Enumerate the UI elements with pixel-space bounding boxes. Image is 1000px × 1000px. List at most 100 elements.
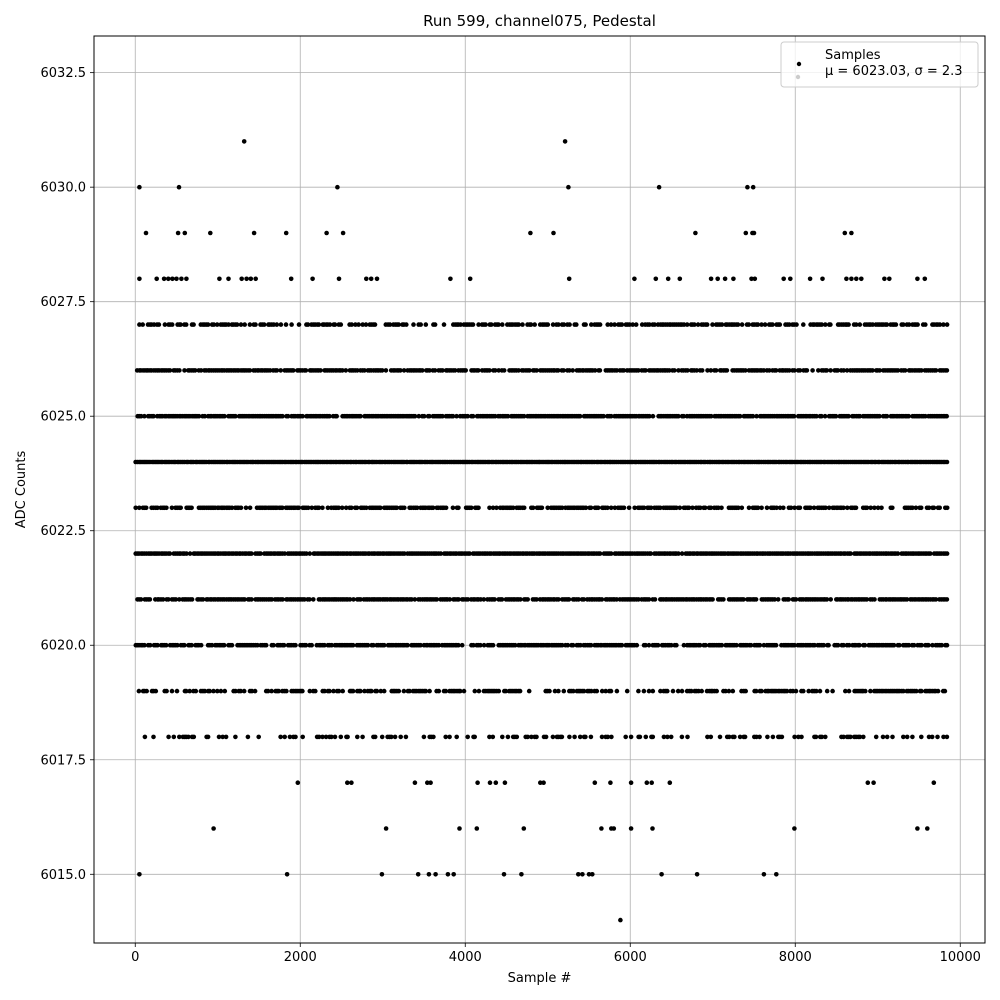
- data-point-outlier: [295, 780, 301, 785]
- data-point: [814, 688, 819, 694]
- data-point: [350, 642, 356, 648]
- data-point: [218, 688, 224, 694]
- data-point: [327, 322, 333, 327]
- data-point-outlier: [659, 872, 664, 877]
- data-point-outlier: [694, 872, 700, 877]
- y-tick-label: 6032.5: [41, 66, 87, 81]
- data-point-outlier: [618, 917, 623, 923]
- data-point: [381, 642, 387, 648]
- data-point: [806, 688, 811, 694]
- data-point: [438, 551, 444, 556]
- data-point: [890, 505, 895, 511]
- data-point-outlier: [487, 780, 493, 785]
- data-point: [643, 734, 649, 740]
- data-point: [307, 551, 313, 556]
- data-point: [915, 322, 920, 327]
- data-point: [355, 734, 360, 740]
- data-point: [935, 688, 941, 694]
- data-point: [189, 642, 194, 648]
- data-point: [521, 413, 527, 419]
- data-point-outlier: [761, 872, 767, 877]
- data-point: [792, 642, 797, 648]
- data-point: [792, 368, 797, 373]
- data-point: [492, 597, 497, 602]
- data-point: [933, 597, 939, 602]
- data-point: [797, 505, 803, 511]
- data-point: [278, 368, 284, 373]
- data-point: [794, 322, 799, 327]
- data-point: [238, 322, 244, 327]
- data-point: [543, 734, 549, 740]
- data-point: [421, 413, 427, 419]
- data-point: [156, 322, 162, 327]
- data-point: [621, 505, 627, 511]
- data-point: [147, 642, 153, 648]
- data-point: [140, 322, 145, 327]
- data-point: [614, 597, 619, 602]
- data-point: [404, 322, 409, 327]
- data-point: [603, 688, 608, 694]
- data-point: [309, 505, 315, 511]
- data-point: [336, 688, 342, 694]
- data-point: [472, 734, 478, 740]
- data-point: [353, 322, 358, 327]
- data-point: [427, 413, 432, 419]
- data-point: [770, 734, 776, 740]
- data-point: [345, 734, 350, 740]
- data-point: [792, 734, 797, 740]
- data-point: [816, 368, 821, 373]
- data-point: [184, 551, 189, 556]
- x-tick-label: 8000: [779, 950, 812, 965]
- data-point: [229, 505, 235, 511]
- data-point-outlier: [882, 276, 887, 282]
- data-point: [757, 642, 763, 648]
- data-point: [741, 597, 746, 602]
- data-point: [532, 322, 537, 327]
- data-point: [465, 597, 471, 602]
- data-point: [441, 322, 447, 327]
- data-point: [647, 413, 652, 419]
- data-point: [901, 688, 906, 694]
- data-point-outlier: [849, 276, 854, 282]
- data-point: [356, 322, 361, 327]
- data-point: [202, 413, 208, 419]
- data-point: [151, 413, 156, 419]
- data-point: [841, 642, 846, 648]
- data-point: [787, 368, 792, 373]
- data-point: [559, 734, 565, 740]
- data-point: [138, 413, 144, 419]
- x-tick-label: 10000: [940, 950, 981, 965]
- data-point: [759, 322, 764, 327]
- data-point-outlier: [541, 780, 546, 785]
- data-point: [492, 368, 498, 373]
- data-point: [658, 505, 663, 511]
- data-point: [398, 734, 404, 740]
- data-point: [695, 322, 701, 327]
- data-point-outlier: [170, 276, 175, 282]
- data-point: [142, 734, 148, 740]
- data-point: [608, 322, 614, 327]
- data-point: [767, 368, 772, 373]
- data-point: [710, 597, 715, 602]
- data-point: [708, 505, 714, 511]
- data-point: [647, 322, 652, 327]
- data-point: [926, 642, 931, 648]
- data-point: [340, 368, 345, 373]
- data-point-outlier: [865, 780, 871, 785]
- data-point: [187, 551, 193, 556]
- data-point: [926, 505, 932, 511]
- data-point: [280, 413, 285, 419]
- data-point: [430, 505, 436, 511]
- data-point-outlier: [451, 872, 457, 877]
- data-point: [786, 597, 791, 602]
- data-point-outlier: [722, 276, 728, 282]
- data-point: [457, 688, 463, 694]
- data-point: [300, 688, 305, 694]
- data-point: [363, 322, 369, 327]
- data-point: [381, 688, 387, 694]
- data-point: [710, 322, 715, 327]
- data-point: [322, 688, 327, 694]
- data-point-outlier: [467, 276, 473, 282]
- y-tick-label: 6020.0: [41, 639, 87, 654]
- data-point: [528, 322, 534, 327]
